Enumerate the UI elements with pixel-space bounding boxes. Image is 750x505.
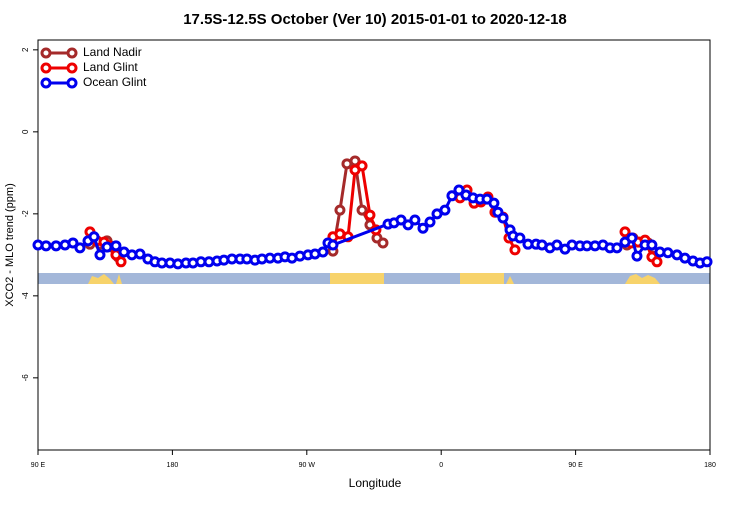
point bbox=[439, 204, 451, 216]
point bbox=[74, 242, 86, 254]
point bbox=[662, 247, 674, 259]
point bbox=[356, 204, 368, 216]
point bbox=[110, 240, 122, 252]
point bbox=[94, 249, 106, 261]
point bbox=[646, 239, 658, 251]
land-patch bbox=[460, 273, 504, 284]
x-tick-label: 90 E bbox=[568, 462, 583, 469]
y-tick-label: -4 bbox=[21, 292, 30, 300]
legend-marker bbox=[66, 62, 78, 74]
x-tick-label: 90 W bbox=[299, 462, 316, 469]
point bbox=[356, 160, 368, 172]
point bbox=[446, 190, 458, 202]
point bbox=[611, 242, 623, 254]
point bbox=[377, 237, 389, 249]
x-tick-label: 180 bbox=[704, 462, 716, 469]
point bbox=[50, 240, 62, 252]
x-tick-label: 90 E bbox=[31, 462, 46, 469]
x-tick-label: 180 bbox=[167, 462, 179, 469]
y-tick-label: -2 bbox=[21, 210, 30, 218]
x-axis-label: Longitude bbox=[349, 476, 402, 490]
point bbox=[509, 244, 521, 256]
legend-label: Land Glint bbox=[83, 60, 138, 74]
y-tick-label: 2 bbox=[21, 47, 30, 52]
legend-label: Land Nadir bbox=[83, 45, 142, 59]
point bbox=[514, 232, 526, 244]
land-patch bbox=[330, 273, 384, 284]
point bbox=[395, 214, 407, 226]
point bbox=[551, 239, 563, 251]
legend-marker bbox=[40, 47, 52, 59]
point bbox=[424, 216, 436, 228]
point bbox=[631, 250, 643, 262]
point bbox=[488, 197, 500, 209]
point bbox=[317, 246, 329, 258]
legend-marker bbox=[66, 47, 78, 59]
point bbox=[626, 232, 638, 244]
point bbox=[115, 256, 127, 268]
point bbox=[88, 231, 100, 243]
point bbox=[402, 219, 414, 231]
legend-marker bbox=[40, 77, 52, 89]
land-patch bbox=[625, 274, 660, 284]
point bbox=[417, 222, 429, 234]
point bbox=[364, 209, 376, 221]
point bbox=[40, 240, 52, 252]
legend-marker bbox=[40, 62, 52, 74]
land-patch bbox=[506, 276, 514, 284]
point bbox=[327, 239, 339, 251]
y-tick-label: -6 bbox=[21, 374, 30, 382]
point bbox=[619, 226, 631, 238]
point bbox=[101, 241, 113, 253]
legend-label: Ocean Glint bbox=[83, 75, 147, 89]
point bbox=[409, 214, 421, 226]
land-mask bbox=[38, 273, 710, 284]
y-tick-label: 0 bbox=[21, 129, 30, 134]
point bbox=[134, 248, 146, 260]
point bbox=[453, 184, 465, 196]
point bbox=[651, 256, 663, 268]
x-tick-label: 0 bbox=[439, 462, 443, 469]
point bbox=[497, 212, 509, 224]
land-patch bbox=[116, 274, 122, 284]
y-axis-label: XCO2 - MLO trend (ppm) bbox=[4, 183, 16, 306]
point bbox=[67, 237, 79, 249]
point bbox=[701, 256, 713, 268]
point bbox=[334, 204, 346, 216]
land-patch bbox=[88, 274, 114, 284]
chart-title: 17.5S-12.5S October (Ver 10) 2015-01-01 … bbox=[183, 11, 567, 28]
legend-marker bbox=[66, 77, 78, 89]
